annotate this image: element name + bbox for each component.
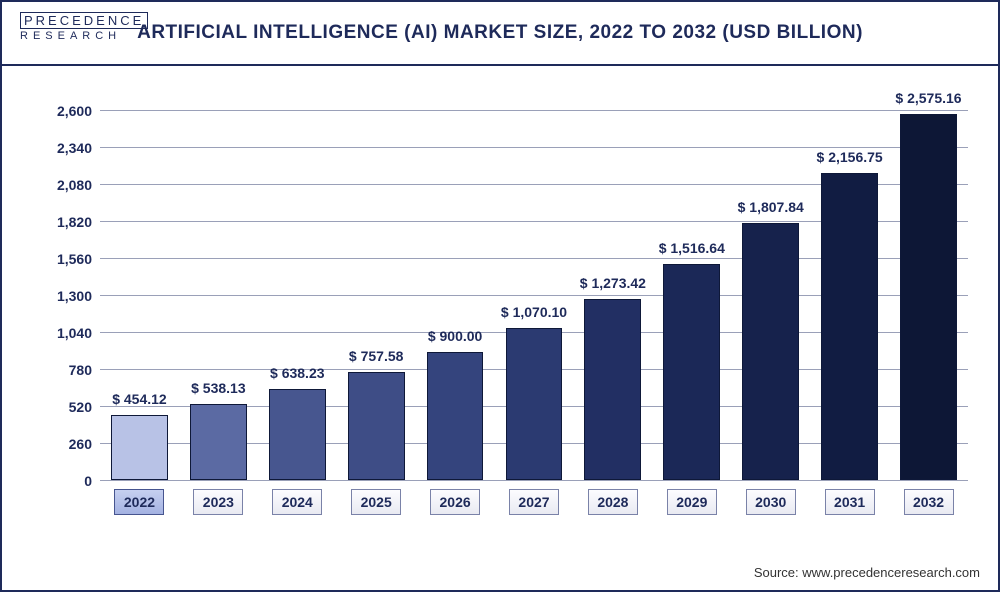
- bar-slot: $ 538.13: [179, 92, 258, 480]
- source-label: Source: www.precedenceresearch.com: [754, 565, 980, 580]
- bar-value-label: $ 538.13: [191, 380, 246, 400]
- x-category-label: 2025: [351, 489, 401, 515]
- bar-value-label: $ 454.12: [112, 391, 167, 411]
- x-category-label: 2028: [588, 489, 638, 515]
- y-tick-label: 1,300: [57, 288, 100, 304]
- bar-value-label: $ 1,516.64: [659, 240, 725, 260]
- y-tick-label: 2,080: [57, 177, 100, 193]
- plot: 02605207801,0401,3001,5601,8202,0802,340…: [100, 92, 968, 480]
- y-tick-label: 520: [69, 399, 100, 415]
- bar: [348, 372, 405, 480]
- bar: [190, 404, 247, 480]
- x-category-label: 2023: [193, 489, 243, 515]
- logo-top: PRECEDENCE: [20, 12, 148, 29]
- chart-title: ARTIFICIAL INTELLIGENCE (AI) MARKET SIZE…: [22, 22, 978, 44]
- x-slot: 2032: [889, 484, 968, 520]
- bar-slot: $ 2,575.16: [889, 92, 968, 480]
- y-tick-label: 0: [84, 473, 100, 489]
- x-category-label: 2027: [509, 489, 559, 515]
- x-category-label: 2032: [904, 489, 954, 515]
- bar: [427, 352, 484, 480]
- y-tick-label: 1,560: [57, 251, 100, 267]
- bar-slot: $ 1,070.10: [495, 92, 574, 480]
- x-category-label: 2024: [272, 489, 322, 515]
- bar-value-label: $ 900.00: [428, 328, 483, 348]
- logo: PRECEDENCE RESEARCH: [20, 12, 148, 42]
- y-tick-label: 1,040: [57, 325, 100, 341]
- bar-slot: $ 638.23: [258, 92, 337, 480]
- y-tick-label: 260: [69, 436, 100, 452]
- logo-bottom: RESEARCH: [20, 31, 148, 42]
- x-category-label: 2031: [825, 489, 875, 515]
- bar-value-label: $ 757.58: [349, 348, 404, 368]
- bar-value-label: $ 638.23: [270, 365, 325, 385]
- bar-slot: $ 1,516.64: [652, 92, 731, 480]
- x-axis: 2022 2023 2024 2025 2026 2027 2028 2029 2030 2031…: [100, 484, 968, 520]
- bar: [584, 299, 641, 480]
- x-slot: 2030: [731, 484, 810, 520]
- bar: [742, 223, 799, 480]
- bar-slot: $ 1,273.42: [573, 92, 652, 480]
- bar-value-label: $ 2,575.16: [895, 90, 961, 110]
- bar-slot: $ 1,807.84: [731, 92, 810, 480]
- x-slot: 2026: [416, 484, 495, 520]
- x-slot: 2023: [179, 484, 258, 520]
- bars-row: $ 454.12 $ 538.13 $ 638.23 $ 757.58 $ 900.00…: [100, 92, 968, 480]
- bar-value-label: $ 1,807.84: [738, 199, 804, 219]
- x-category-label: 2029: [667, 489, 717, 515]
- bar-value-label: $ 1,070.10: [501, 304, 567, 324]
- x-slot: 2024: [258, 484, 337, 520]
- x-category-label: 2030: [746, 489, 796, 515]
- bar-slot: $ 757.58: [337, 92, 416, 480]
- x-category-label: 2022: [114, 489, 164, 515]
- chart-area: 0 260 520 780 1,040 1,300 1,560 1,820 2,080 2,340…: [42, 82, 968, 520]
- bar-slot: $ 900.00: [416, 92, 495, 480]
- y-tick-label: 780: [69, 362, 100, 378]
- bar-value-label: $ 1,273.42: [580, 275, 646, 295]
- x-category-label: 2026: [430, 489, 480, 515]
- x-slot: 2025: [337, 484, 416, 520]
- bar: [506, 328, 563, 480]
- bar: [821, 173, 878, 480]
- bar-value-label: $ 2,156.75: [817, 149, 883, 169]
- grid-line: 0: [100, 480, 968, 481]
- bar-slot: $ 2,156.75: [810, 92, 889, 480]
- header: PRECEDENCE RESEARCH ARTIFICIAL INTELLIGE…: [2, 2, 998, 66]
- bar: [269, 389, 326, 480]
- y-tick-label: 2,600: [57, 103, 100, 119]
- bar: [663, 264, 720, 480]
- x-slot: 2022: [100, 484, 179, 520]
- x-slot: 2027: [495, 484, 574, 520]
- x-slot: 2028: [573, 484, 652, 520]
- y-tick-label: 1,820: [57, 214, 100, 230]
- chart-container: PRECEDENCE RESEARCH ARTIFICIAL INTELLIGE…: [0, 0, 1000, 592]
- x-slot: 2029: [652, 484, 731, 520]
- bar: [111, 415, 168, 480]
- x-slot: 2031: [810, 484, 889, 520]
- bar: [900, 114, 957, 480]
- bar-slot: $ 454.12: [100, 92, 179, 480]
- y-tick-label: 2,340: [57, 140, 100, 156]
